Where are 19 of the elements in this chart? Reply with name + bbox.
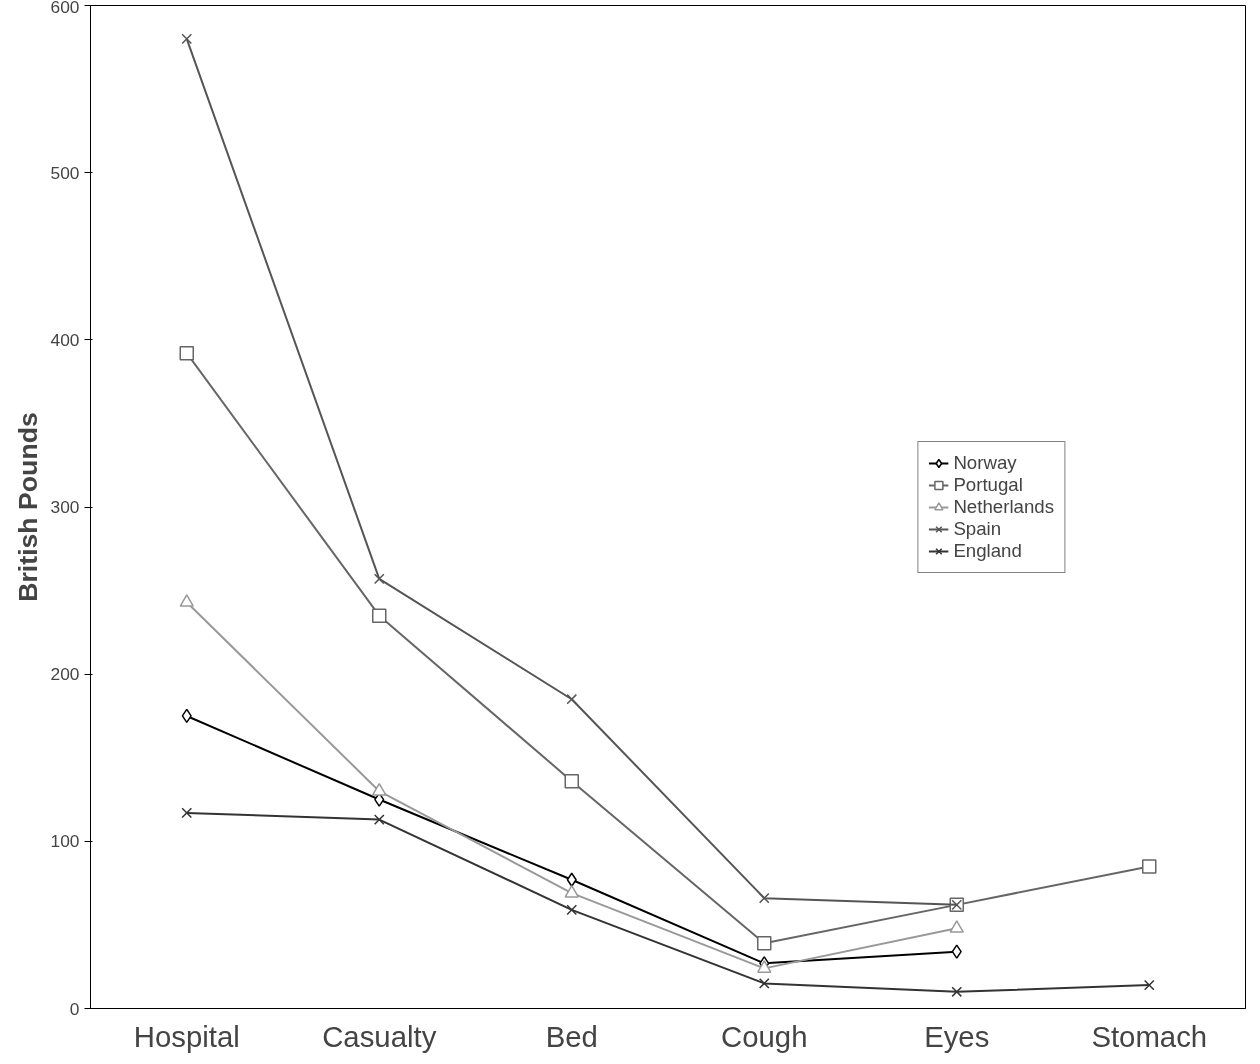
x-tick-label: Hospital bbox=[133, 1019, 240, 1053]
legend-label: Portugal bbox=[953, 473, 1023, 496]
x-tick-label: Cough bbox=[721, 1019, 808, 1053]
legend-label: Spain bbox=[953, 517, 1002, 540]
legend-label: Netherlands bbox=[953, 495, 1054, 518]
y-tick-label: 300 bbox=[50, 497, 80, 517]
y-tick-label: 200 bbox=[50, 664, 80, 685]
x-tick-label: Casualty bbox=[322, 1019, 437, 1053]
legend-label: Norway bbox=[953, 451, 1017, 474]
x-tick-label: Bed bbox=[545, 1019, 598, 1053]
y-tick-label: 0 bbox=[69, 998, 80, 1019]
y-tick-label: 500 bbox=[50, 162, 80, 183]
y-tick-label: 400 bbox=[50, 329, 80, 350]
legend-label: England bbox=[953, 539, 1022, 562]
y-axis-title: British Pounds bbox=[12, 412, 43, 602]
x-tick-label: Eyes bbox=[924, 1019, 990, 1053]
y-tick-label: 600 bbox=[50, 0, 80, 17]
x-tick-label: Stomach bbox=[1091, 1019, 1208, 1053]
y-tick-label: 100 bbox=[50, 831, 80, 852]
